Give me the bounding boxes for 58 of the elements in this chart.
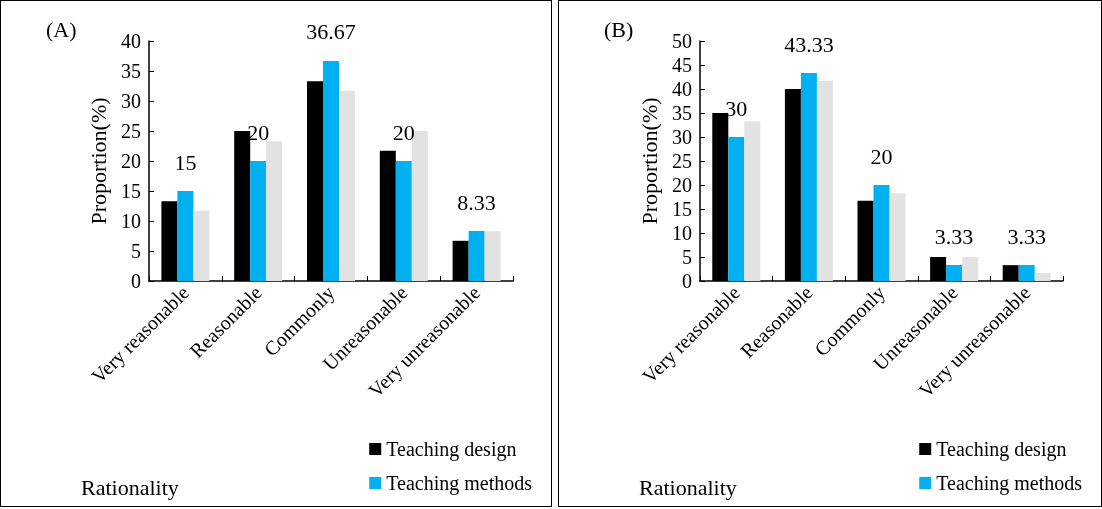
bar (728, 137, 745, 281)
y-tick-label: 15 (121, 180, 141, 202)
y-tick-label: 15 (672, 198, 692, 220)
y-tick-label: 10 (672, 222, 692, 244)
bar (800, 73, 817, 281)
bar (193, 210, 210, 281)
bar (816, 80, 833, 281)
y-tick-label: 30 (672, 126, 692, 148)
data-label: 20 (870, 143, 893, 169)
data-label: 8.33 (457, 189, 496, 215)
bar (266, 141, 283, 281)
y-tick-label: 20 (672, 174, 692, 196)
data-label: 43.33 (784, 31, 834, 57)
bar (484, 231, 501, 281)
bar (339, 90, 355, 281)
bar (250, 161, 267, 281)
y-tick-label: 5 (131, 240, 141, 262)
bar (395, 161, 412, 281)
y-tick-label: 30 (121, 90, 141, 112)
bar (1034, 272, 1051, 281)
x-axis-title: Rationality (81, 474, 179, 500)
y-tick-label: 35 (121, 60, 141, 82)
chart-title: (A) (46, 16, 77, 42)
y-axis-title: Proportion(%) (85, 97, 111, 225)
bar (889, 193, 906, 281)
data-label: 36.67 (306, 19, 356, 45)
data-label: 3.33 (1007, 223, 1046, 249)
y-tick-label: 40 (121, 30, 141, 52)
bar (1018, 265, 1035, 281)
legend-label: Teaching design (386, 438, 517, 461)
bar (468, 231, 485, 281)
legend-label: Teaching methods (936, 472, 1083, 495)
y-tick-label: 25 (121, 120, 141, 142)
y-axis-title: Proportion(%) (636, 97, 662, 225)
chart-title: (B) (604, 16, 634, 42)
y-tick-label: 25 (672, 150, 692, 172)
y-tick-label: 45 (672, 54, 692, 76)
legend-label: Teaching design (936, 438, 1067, 461)
bar (323, 60, 339, 281)
data-label: 20 (392, 119, 415, 145)
bar (177, 191, 194, 281)
y-tick-label: 20 (121, 150, 141, 172)
data-label: 3.33 (934, 223, 974, 249)
y-tick-label: 35 (672, 102, 692, 124)
y-tick-label: 0 (131, 270, 141, 292)
x-axis-title: Rationality (639, 474, 737, 500)
y-tick-label: 50 (672, 30, 692, 52)
bar (744, 121, 761, 281)
data-label: 15 (174, 149, 197, 175)
y-tick-label: 10 (121, 210, 141, 232)
y-tick-label: 40 (672, 78, 692, 100)
bar (873, 185, 890, 281)
y-tick-label: 0 (682, 270, 692, 292)
y-tick-label: 5 (682, 246, 692, 268)
legend-label: Teaching methods (386, 472, 533, 495)
data-label: 30 (725, 95, 748, 121)
bar (946, 265, 963, 281)
bar (962, 257, 979, 281)
